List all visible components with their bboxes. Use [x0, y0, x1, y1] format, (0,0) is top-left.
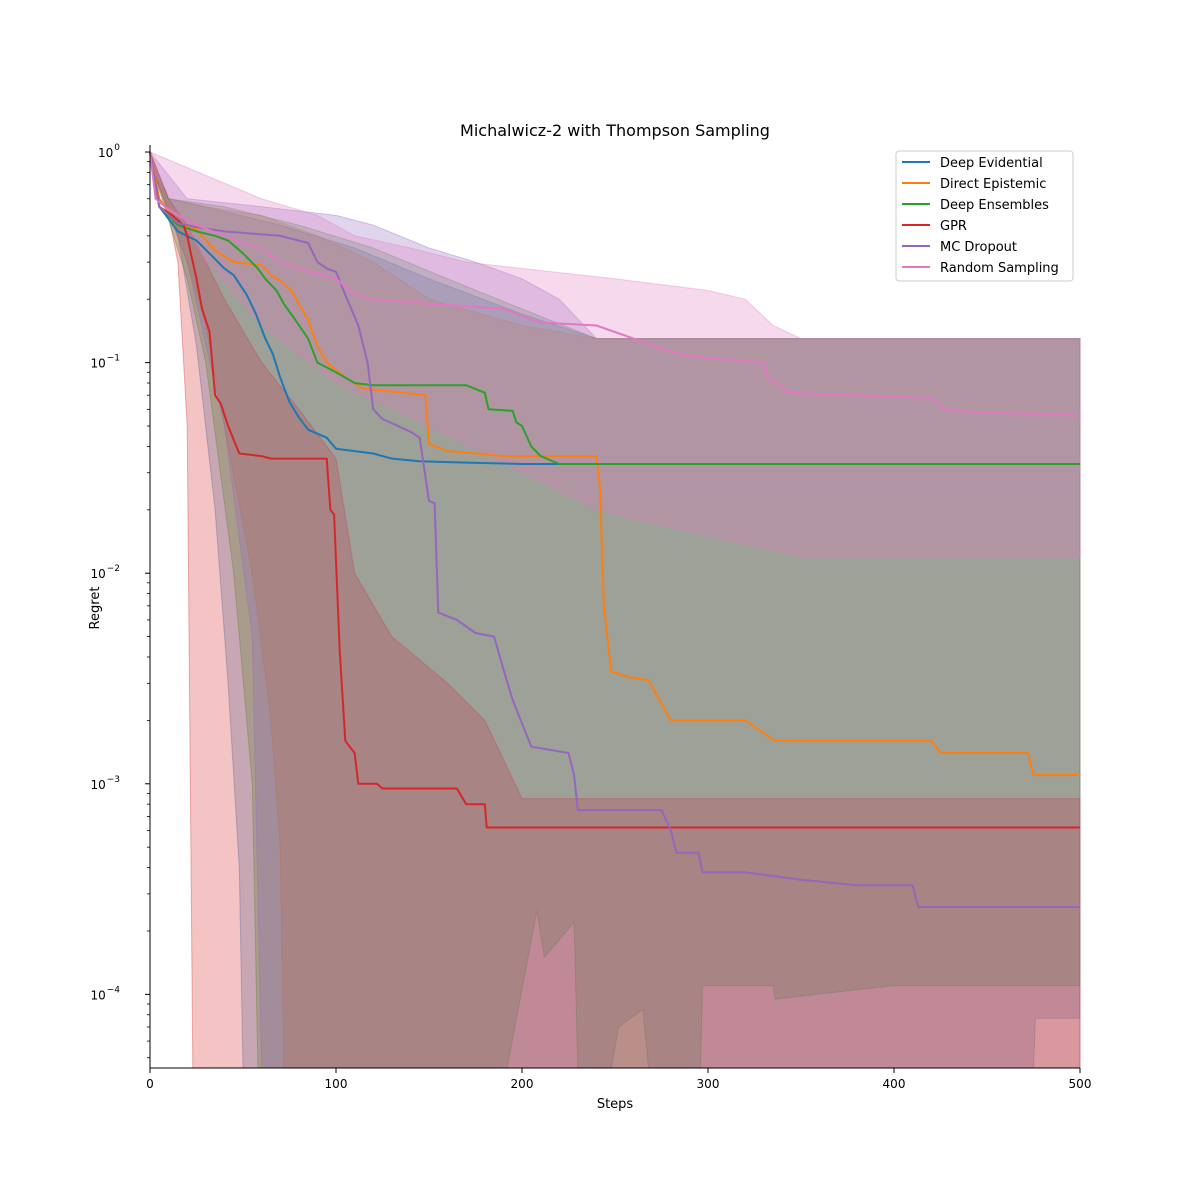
legend: Deep Evidential Direct Epistemic Deep Ense… [895, 150, 1074, 282]
legend-label-gpr: GPR [940, 219, 967, 234]
y-tick-exponent: −3 [107, 775, 120, 785]
y-tick-exponent: 0 [114, 143, 120, 153]
chart-title: Michalwicz-2 with Thompson Sampling [460, 121, 770, 140]
y-tick-label: 10−4 [90, 985, 120, 1002]
line-gpr [149, 151, 1080, 829]
line-random-sampling [149, 151, 1081, 417]
y-tick-label: 10−1 [90, 354, 120, 371]
x-tick-label: 200 [511, 1077, 534, 1091]
legend-label-mc-dropout: MC Dropout [940, 240, 1017, 255]
line-deep-evidential [149, 151, 1080, 465]
line-direct-epistemic [149, 151, 1080, 777]
band-deep-ensembles [149, 151, 1081, 1069]
line-deep-ensembles [149, 151, 1080, 465]
legend-box [895, 150, 1074, 282]
x-tick-label: 0 [146, 1077, 154, 1091]
y-tick-label: 10−3 [90, 775, 120, 792]
x-axis-label: Steps [597, 1097, 634, 1112]
y-tick-label: 10−2 [90, 564, 120, 581]
y-tick-exponent: −4 [107, 985, 121, 995]
y-ticks: 10−4 10−3 10−2 10−1 100 [90, 143, 150, 1059]
x-tick-label: 400 [883, 1077, 906, 1091]
y-tick-exponent: −2 [107, 564, 120, 574]
uncertainty-bands [149, 150, 1081, 1069]
legend-label-direct-epistemic: Direct Epistemic [940, 177, 1046, 192]
y-tick-exponent: −1 [107, 354, 120, 364]
x-tick-label: 500 [1069, 1077, 1092, 1091]
x-tick-label: 300 [697, 1077, 720, 1091]
y-tick-label: 100 [98, 143, 120, 160]
legend-label-random-sampling: Random Sampling [940, 261, 1059, 276]
y-axis-label: Regret [88, 587, 103, 630]
x-tick-label: 100 [325, 1077, 348, 1091]
x-ticks: 0 100 200 300 400 500 [146, 1068, 1091, 1091]
legend-label-deep-evidential: Deep Evidential [940, 156, 1043, 171]
band-random-sampling [149, 151, 1081, 557]
legend-label-deep-ensembles: Deep Ensembles [940, 198, 1049, 213]
band-gpr [149, 151, 1081, 1069]
series-lines [149, 151, 1081, 908]
line-mc-dropout [149, 151, 1080, 908]
band-mc-dropout [149, 150, 1081, 1069]
